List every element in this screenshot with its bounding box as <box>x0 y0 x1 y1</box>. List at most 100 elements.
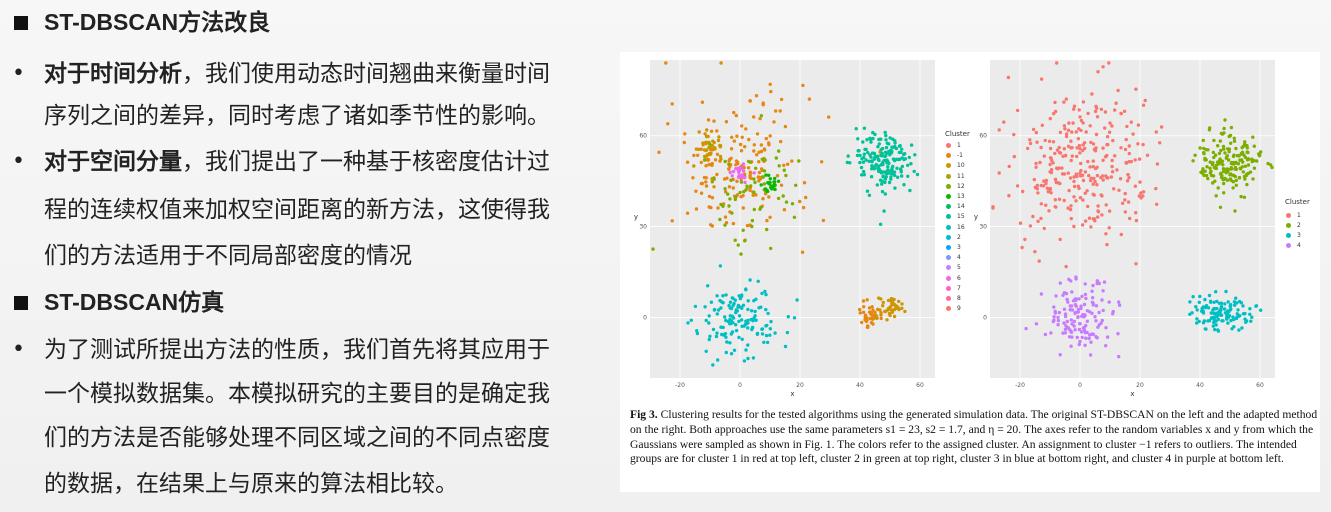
data-point <box>767 195 771 199</box>
data-point <box>706 118 711 122</box>
data-point <box>715 152 720 156</box>
data-point <box>1086 111 1090 116</box>
data-point <box>867 193 872 197</box>
data-point <box>707 337 711 342</box>
data-point <box>897 299 901 304</box>
data-point <box>1077 327 1082 332</box>
data-point <box>1048 116 1052 121</box>
data-point <box>879 316 883 321</box>
legend-label: 9 <box>957 305 961 313</box>
data-point <box>1048 156 1053 160</box>
data-point <box>1222 147 1226 151</box>
data-point <box>1210 316 1214 320</box>
data-point <box>1069 344 1073 348</box>
data-point <box>1107 130 1112 134</box>
data-point <box>902 152 906 157</box>
data-point <box>1221 144 1226 149</box>
data-point <box>798 199 802 204</box>
data-point <box>1114 101 1118 105</box>
data-point <box>1100 194 1104 198</box>
data-point <box>883 130 887 135</box>
data-point <box>1229 166 1233 170</box>
data-point <box>754 318 758 322</box>
data-point <box>1083 146 1087 151</box>
data-point <box>856 137 860 141</box>
data-point <box>1057 145 1061 150</box>
data-point <box>1072 104 1077 108</box>
data-point <box>876 166 880 171</box>
data-point <box>870 305 874 309</box>
data-point <box>704 164 708 168</box>
data-point <box>1047 209 1051 213</box>
data-point <box>767 173 771 177</box>
data-point <box>757 150 761 154</box>
data-point <box>1214 323 1218 327</box>
data-point <box>1195 321 1199 325</box>
data-point <box>786 315 790 319</box>
data-point <box>723 215 728 219</box>
data-point <box>729 178 733 182</box>
data-point <box>880 189 885 194</box>
data-point <box>750 218 755 223</box>
data-point <box>735 179 739 183</box>
data-point <box>1072 195 1076 199</box>
data-point <box>909 162 913 166</box>
data-point <box>1031 127 1036 132</box>
data-point <box>747 137 751 142</box>
data-point <box>1075 335 1079 340</box>
data-point <box>1061 293 1065 297</box>
x-tick-label: 0 <box>738 382 742 389</box>
data-point <box>740 324 744 328</box>
legend-swatch <box>946 224 951 230</box>
data-point <box>1096 70 1100 74</box>
data-point <box>710 180 714 184</box>
data-point <box>1258 152 1262 157</box>
data-point <box>1087 173 1091 178</box>
legend-swatch <box>946 194 951 199</box>
data-point <box>721 294 725 298</box>
data-point <box>1091 182 1095 186</box>
data-point <box>764 333 769 338</box>
data-point <box>731 169 736 174</box>
data-point <box>1243 177 1247 181</box>
data-point <box>744 319 748 323</box>
data-point <box>767 141 771 145</box>
y-tick-label: 0 <box>983 314 987 321</box>
data-point <box>1053 311 1058 315</box>
data-point <box>779 183 784 187</box>
data-point <box>1096 325 1100 329</box>
data-point <box>1158 141 1162 145</box>
data-point <box>1060 166 1064 170</box>
data-point <box>1213 327 1217 332</box>
data-point <box>1241 304 1245 308</box>
legend-item: 13 <box>946 193 965 200</box>
data-point <box>893 186 897 190</box>
data-point <box>883 154 887 159</box>
data-point <box>1229 307 1233 311</box>
data-point <box>1191 295 1195 299</box>
x-tick-label: 0 <box>1078 382 1082 389</box>
data-point <box>1088 124 1092 128</box>
legend-swatch <box>1286 223 1291 228</box>
data-point <box>758 207 762 211</box>
data-point <box>1141 103 1146 107</box>
data-point <box>895 304 899 309</box>
data-point <box>1054 205 1058 209</box>
data-point <box>1100 318 1104 323</box>
data-point <box>1024 326 1028 331</box>
legend-item: 3 <box>1286 232 1301 239</box>
data-point <box>1039 145 1043 150</box>
legend-item: 7 <box>946 285 961 292</box>
data-point <box>1229 161 1234 166</box>
data-point <box>1229 172 1233 176</box>
data-point <box>1063 314 1068 319</box>
data-point <box>1232 173 1236 178</box>
data-point <box>707 321 711 325</box>
data-point <box>1155 162 1160 166</box>
data-point <box>1095 279 1099 283</box>
data-point <box>1057 197 1062 201</box>
data-point <box>664 61 668 65</box>
y-tick-label: 60 <box>639 133 647 140</box>
data-point <box>783 124 788 129</box>
data-point <box>757 160 761 164</box>
